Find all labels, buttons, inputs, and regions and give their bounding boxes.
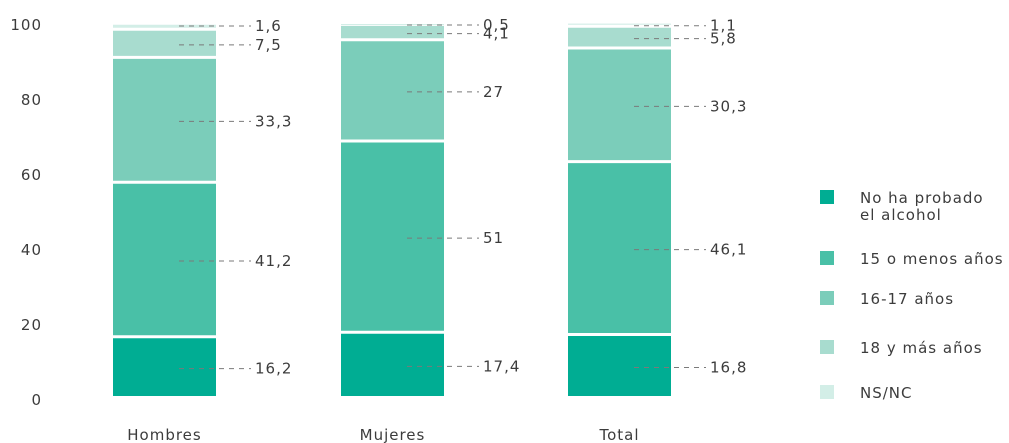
data-label: 5,8 [710, 30, 737, 48]
y-tick-label: 60 [21, 166, 42, 184]
data-label: 7,5 [255, 36, 282, 54]
bar-segment [341, 24, 444, 25]
bars [113, 23, 671, 396]
data-label: 4,1 [483, 25, 510, 43]
data-label: 0,5 [483, 16, 510, 34]
data-label: 16,2 [255, 360, 292, 378]
legend: No ha probado el alcohol 15 o menos años 16… [820, 189, 1004, 402]
data-label: 17,4 [483, 357, 520, 375]
data-label: 51 [483, 229, 504, 247]
legend-label: 18 y más años [860, 339, 983, 357]
bar-segment [568, 27, 671, 47]
bar-segment [113, 183, 216, 336]
data-label: 1,6 [255, 17, 282, 35]
bar-segment [341, 41, 444, 140]
bar-segment [341, 142, 444, 331]
legend-swatch [820, 251, 834, 265]
legend-label: NS/NC [860, 384, 913, 402]
bar-segment [113, 24, 216, 28]
data-label: 27 [483, 83, 504, 101]
x-category-label: Mujeres [360, 426, 426, 443]
legend-swatch [820, 291, 834, 305]
bar-segment [568, 336, 671, 396]
x-axis: Hombres Mujeres Total [127, 426, 639, 443]
legend-swatch [820, 340, 834, 354]
bar-segment [568, 163, 671, 333]
data-label: 41,2 [255, 252, 292, 270]
data-labels: 16,2 41,2 33,3 7,51,6 17,4 51 27 4,10,5 16,8 46,1… [255, 16, 747, 378]
legend-label: No ha probado el alcohol [860, 189, 984, 224]
data-label: 33,3 [255, 112, 292, 130]
legend-swatch [820, 190, 834, 204]
bar-segment [341, 25, 444, 39]
y-axis: 0 20 40 60 80 100 [10, 16, 42, 409]
y-tick-label: 0 [31, 391, 42, 409]
data-label: 46,1 [710, 241, 747, 259]
data-label-leaders [179, 24, 706, 370]
y-tick-label: 80 [21, 91, 42, 109]
legend-label: 15 o menos años [860, 250, 1004, 268]
bar-segment [568, 49, 671, 161]
bar-segment [341, 333, 444, 396]
bar-segment [113, 30, 216, 56]
data-label: 16,8 [710, 359, 747, 377]
bar-segment [113, 338, 216, 396]
bar-segment [113, 58, 216, 181]
data-label: 30,3 [710, 97, 747, 115]
x-category-label: Total [598, 426, 639, 443]
data-label: 1,1 [710, 17, 737, 35]
legend-label: 16-17 años [860, 290, 954, 308]
legend-swatch [820, 385, 834, 399]
x-category-label: Hombres [127, 426, 201, 443]
y-tick-label: 40 [21, 241, 42, 259]
bar-segment [568, 23, 671, 25]
y-tick-label: 100 [10, 16, 42, 34]
y-tick-label: 20 [21, 316, 42, 334]
